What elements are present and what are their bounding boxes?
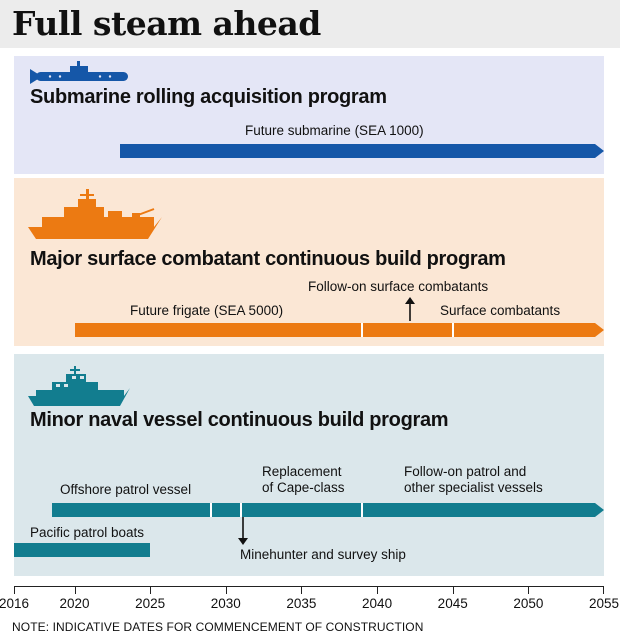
follow-on-patrol-label: Follow-on patrol and other specialist ve… <box>404 464 543 495</box>
axis-tick <box>528 586 530 594</box>
follow-on-surface-combatants-bar <box>361 323 453 337</box>
minehunter-survey-bar <box>210 503 241 517</box>
submarine-icon <box>30 61 128 84</box>
offshore-patrol-vessel-label: Offshore patrol vessel <box>60 482 192 497</box>
axis-year-label: 2025 <box>135 596 166 611</box>
axis-year-label: 2020 <box>59 596 90 611</box>
surface-combatant-program-panel <box>14 178 604 346</box>
axis-tick <box>74 586 76 594</box>
arrow-down-icon <box>238 517 248 545</box>
axis-year-label: 2055 <box>588 596 620 611</box>
surface-combatants-bar <box>452 323 595 337</box>
minor-naval-vessel-program-title: Minor naval vessel continuous build prog… <box>30 409 449 431</box>
axis-tick <box>301 586 303 594</box>
surface-combatants-label: Surface combatants <box>440 303 561 318</box>
axis-year-label: 2016 <box>0 596 30 611</box>
submarine-program-title: Submarine rolling acquisition program <box>30 86 387 108</box>
axis-year-label: 2045 <box>437 596 468 611</box>
axis-tick <box>452 586 454 594</box>
pacific-patrol-boats-bar <box>14 543 151 557</box>
bar-separator <box>451 323 454 337</box>
arrow-right-icon <box>595 503 604 517</box>
minehunter-survey-label: Minehunter and survey ship <box>240 547 406 562</box>
axis-year-label: 2040 <box>362 596 393 611</box>
timeline-axis <box>14 586 604 587</box>
offshore-patrol-vessel-bar <box>51 503 211 517</box>
page-title: Full steam ahead <box>12 4 321 43</box>
footnote: NOTE: INDICATIVE DATES FOR COMMENCEMENT … <box>12 620 424 634</box>
follow-on-surface-combatants-label: Follow-on surface combatants <box>308 279 489 294</box>
replacement-cape-class-label: Replacement of Cape-class <box>262 464 345 495</box>
future-frigate-label: Future frigate (SEA 5000) <box>130 303 284 318</box>
pacific-patrol-boats-label: Pacific patrol boats <box>30 525 145 540</box>
future-submarine-label: Future submarine (SEA 1000) <box>245 123 424 138</box>
future-frigate-bar <box>74 323 362 337</box>
bar-separator <box>239 503 242 517</box>
patrol-vessel-icon <box>28 366 130 406</box>
future-submarine-bar <box>119 144 595 158</box>
surface-combatant-program-title: Major surface combatant continuous build… <box>30 248 506 270</box>
axis-tick <box>225 586 227 594</box>
arrow-right-icon <box>595 144 604 158</box>
bar-separator <box>360 323 363 337</box>
axis-year-label: 2035 <box>286 596 317 611</box>
arrow-right-icon <box>595 323 604 337</box>
axis-tick <box>603 586 604 594</box>
bar-separator <box>360 503 363 517</box>
arrow-up-icon <box>405 297 415 321</box>
frigate-icon <box>28 189 162 239</box>
replacement-cape-class-bar <box>240 503 362 517</box>
axis-tick <box>377 586 379 594</box>
follow-on-patrol-bar <box>361 503 595 517</box>
title-bar: Full steam ahead <box>0 0 620 48</box>
axis-year-label: 2030 <box>210 596 241 611</box>
axis-year-label: 2050 <box>513 596 544 611</box>
bar-separator <box>209 503 212 517</box>
axis-tick <box>150 586 152 594</box>
axis-tick <box>14 586 15 594</box>
